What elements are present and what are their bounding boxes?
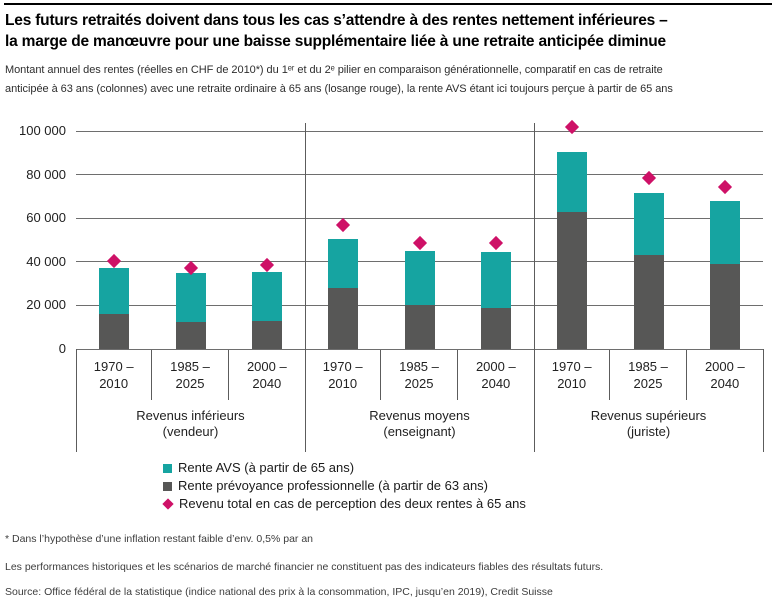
- bar-segment-avs: [175, 272, 206, 322]
- period-label-line: 1985 –: [170, 359, 210, 374]
- legend-label: Rente prévoyance professionnelle (à part…: [178, 478, 489, 493]
- footnote-disclaimer: Les performances historiques et les scén…: [5, 561, 604, 573]
- period-label-line: 2010: [557, 376, 587, 391]
- total-income-diamond-marker: [412, 236, 427, 251]
- bar-segment-avs: [328, 238, 359, 288]
- bar-segment-prevoyance: [404, 305, 435, 349]
- bar-segment-prevoyance: [633, 255, 664, 349]
- bar-segment-prevoyance: [709, 263, 740, 349]
- subtitle-line-2: anticipée à 63 ans (colonnes) avec une r…: [5, 83, 673, 95]
- total-income-diamond-marker: [641, 170, 656, 185]
- y-axis-tick-label: 40 000: [26, 253, 66, 269]
- bar-segment-avs: [480, 252, 511, 308]
- footnote-inflation: * Dans l’hypothèse d’une inflation resta…: [5, 533, 314, 545]
- top-divider-rule: [4, 3, 772, 5]
- gridline-80000: [76, 174, 763, 176]
- chart-legend: Rente AVS (à partir de 65 ans) Rente prév…: [162, 460, 526, 514]
- title-line-1: Les futurs retraités doivent dans tous l…: [5, 12, 668, 29]
- page-title: Les futurs retraités doivent dans tous l…: [5, 10, 668, 52]
- group-label: Revenus supérieurs: [590, 408, 707, 423]
- gridline-0: [76, 348, 763, 350]
- period-label-line: 1985 –: [399, 359, 439, 374]
- group-sublabel: (vendeur): [162, 424, 219, 439]
- total-income-diamond-marker: [107, 253, 122, 268]
- gridline-60000: [76, 217, 763, 219]
- bar-segment-avs: [633, 193, 664, 256]
- subtitle-line-1: Montant annuel des rentes (réelles en CH…: [5, 64, 663, 76]
- x-axis-period-cell: 1985 – 2025: [381, 350, 458, 400]
- x-axis-group-cell: Revenus moyens (enseignant): [305, 400, 534, 452]
- bar-segment-prevoyance: [99, 314, 130, 349]
- group-separator-line: [534, 123, 535, 452]
- table-left-border: [76, 349, 77, 452]
- bar-segment-avs: [404, 250, 435, 306]
- period-label-line: 1970 –: [93, 359, 134, 374]
- y-axis-tick-label: 100 000: [19, 123, 66, 138]
- x-axis-period-cell: 1985 – 2025: [152, 350, 229, 400]
- period-label-line: 2025: [633, 376, 663, 391]
- y-axis-tick-label: 0: [58, 341, 66, 356]
- x-axis-period-cell: 2000 – 2040: [687, 350, 763, 400]
- total-income-diamond-marker: [488, 236, 503, 251]
- period-label-line: 2040: [252, 376, 282, 391]
- legend-square-icon: [163, 482, 172, 491]
- legend-label: Revenu total en cas de perception des de…: [179, 496, 526, 511]
- bar-segment-prevoyance: [328, 287, 359, 349]
- x-axis-period-cell: 1970 – 2010: [534, 350, 611, 400]
- period-label-line: 1970 –: [322, 359, 363, 374]
- group-separator-line: [305, 123, 306, 452]
- x-axis-group-cell: Revenus inférieurs (vendeur): [76, 400, 305, 452]
- group-sublabel: (enseignant): [383, 424, 456, 439]
- legend-label: Rente AVS (à partir de 65 ans): [178, 460, 355, 475]
- y-axis-tick-label: 80 000: [26, 166, 66, 182]
- period-label-line: 1970 –: [551, 359, 592, 374]
- y-axis-tick-label: 60 000: [26, 210, 66, 226]
- bar-segment-avs: [557, 151, 588, 212]
- period-label-line: 1985 –: [628, 359, 668, 374]
- bar-segment-prevoyance: [251, 320, 282, 349]
- bar-segment-avs: [99, 268, 130, 315]
- legend-item: Revenu total en cas de perception des de…: [162, 496, 526, 514]
- x-axis-period-cell: 1985 – 2025: [610, 350, 687, 400]
- chart-subtitle: Montant annuel des rentes (réelles en CH…: [5, 61, 673, 99]
- bar-segment-prevoyance: [557, 211, 588, 349]
- title-line-2: la marge de manœuvre pour une baisse sup…: [5, 33, 666, 50]
- x-axis-period-cell: 1970 – 2010: [76, 350, 153, 400]
- period-label-line: 2040: [481, 376, 511, 391]
- group-label: Revenus moyens: [369, 408, 470, 423]
- period-label-line: 2000 –: [704, 359, 745, 374]
- plot-area: [76, 119, 763, 350]
- period-label-line: 2000 –: [246, 359, 287, 374]
- gridline-100000: [76, 130, 763, 132]
- legend-square-icon: [163, 464, 172, 473]
- stacked-bar-chart: 0 20 000 40 000 60 000 80 000 100 000 1970 – 20…: [19, 119, 764, 452]
- total-income-diamond-marker: [565, 119, 580, 134]
- footnote-source: Source: Office fédéral de la statistique…: [5, 586, 553, 598]
- period-label-line: 2025: [175, 376, 205, 391]
- period-label-line: 2010: [99, 376, 129, 391]
- bar-segment-avs: [709, 200, 740, 264]
- period-label-line: 2000 –: [475, 359, 516, 374]
- legend-item: Rente AVS (à partir de 65 ans): [163, 460, 526, 478]
- period-label-line: 2040: [710, 376, 740, 391]
- period-label-line: 2025: [404, 376, 434, 391]
- table-right-border: [763, 349, 764, 452]
- y-axis-tick-label: 20 000: [26, 297, 66, 313]
- x-axis-period-cell: 2000 – 2040: [229, 350, 305, 400]
- total-income-diamond-marker: [259, 258, 274, 273]
- total-income-diamond-marker: [336, 217, 351, 232]
- x-axis-group-cell: Revenus supérieurs (juriste): [534, 400, 763, 452]
- legend-diamond-icon: [162, 498, 174, 510]
- group-sublabel: (juriste): [626, 424, 671, 439]
- total-income-diamond-marker: [717, 179, 732, 194]
- x-axis-period-cell: 2000 – 2040: [458, 350, 534, 400]
- legend-item: Rente prévoyance professionnelle (à part…: [163, 478, 526, 496]
- bar-segment-avs: [251, 271, 282, 321]
- bar-segment-prevoyance: [175, 321, 206, 349]
- period-label-line: 2010: [328, 376, 358, 391]
- x-axis-period-cell: 1970 – 2010: [305, 350, 382, 400]
- group-label: Revenus inférieurs: [136, 408, 245, 423]
- bar-segment-prevoyance: [480, 307, 511, 349]
